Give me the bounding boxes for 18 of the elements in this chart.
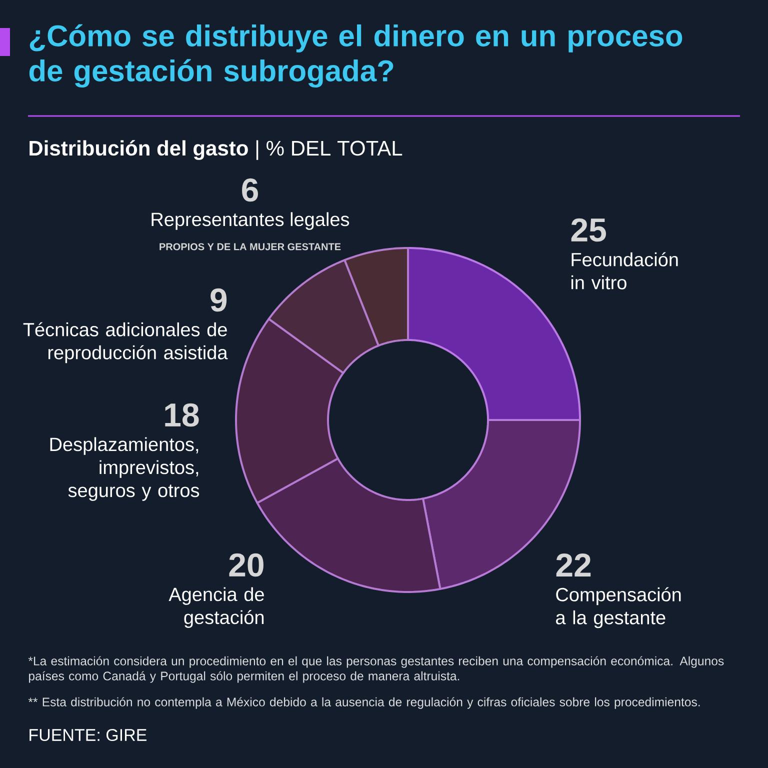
- slice-label: Compensación a la gestante: [556, 587, 681, 628]
- data-label: 20: [229, 553, 264, 577]
- slice-label: Técnicas adicionales de reproducción asistida: [23, 322, 228, 364]
- slice-label: Representantes legales: [152, 212, 350, 230]
- source-note: FUENTE: GIRE: [30, 728, 146, 742]
- slice-label: Fecundación in vitro: [571, 252, 678, 290]
- text: PROPIOS Y DE LA MUJER GESTANTE: [160, 243, 341, 250]
- data-label: 6: [242, 178, 258, 202]
- data-label: 9: [210, 288, 227, 312]
- text: *La estimación considera un procedimiento en el que las personas gestantes reciben una compensación económica. Algunos países como Canadá y Portugal sólo permiten el proceso de manera altruista.: [28, 656, 724, 683]
- data-label: 22: [556, 553, 591, 577]
- slice-label: Desplazamientos, imprevistos, seguros y otros: [50, 437, 200, 501]
- slice-label: Agencia de gestación: [168, 587, 264, 628]
- chart-title: ¿Cómo se distribuye el dinero en un proceso de gestación subrogada?: [29, 24, 682, 88]
- data-label: 25: [571, 218, 606, 242]
- data-label: 18: [165, 403, 199, 427]
- text: ** Esta distribución no contempla a México debido a la ausencia de regulación y cifras oficiales sobre los procedimientos.: [28, 697, 700, 709]
- chart-subtitle: Distribución del gasto | % DEL TOTAL: [30, 140, 402, 160]
